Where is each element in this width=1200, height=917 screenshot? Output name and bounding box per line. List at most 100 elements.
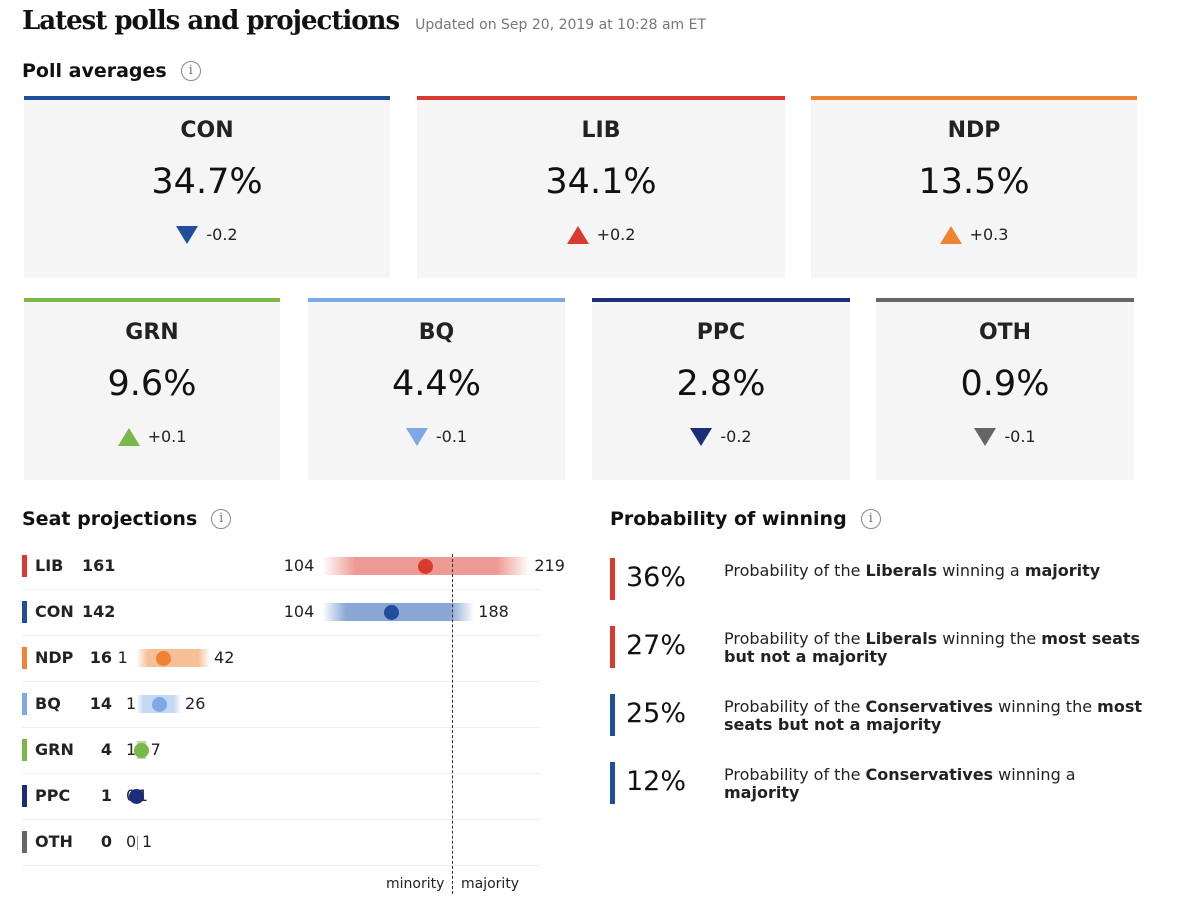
description-text: Probability of the: [724, 629, 866, 648]
header: Latest polls and projections Updated on …: [22, 6, 706, 36]
probability-color-bar: [610, 694, 615, 736]
change-value: +0.1: [147, 427, 187, 446]
seat-count: 142: [82, 602, 116, 621]
probability-color-bar: [610, 762, 615, 804]
triangle-up-icon: [117, 427, 140, 446]
seat-count: 14: [89, 694, 112, 713]
seat-count: 16: [89, 648, 112, 667]
poll-card-con: CON 34.7% -0.2: [24, 96, 390, 278]
seat-projection-dot: [155, 651, 171, 666]
range-low-label: 0: [126, 832, 137, 851]
range-high-label: 7: [150, 740, 161, 759]
description-text: Probability of the: [724, 561, 866, 580]
triangle-down-icon: [974, 427, 997, 446]
majority-threshold-line: [452, 554, 453, 894]
range-low-label: 1: [126, 694, 137, 713]
probability-row: 12% Probability of the Conservatives winn…: [610, 762, 1170, 806]
probability-description: Probability of the Conservatives winning…: [724, 766, 1144, 802]
poll-card-ndp: NDP 13.5% +0.3: [811, 96, 1137, 278]
party-color-bar: [811, 96, 1137, 100]
description-text: Probability of the: [724, 765, 866, 784]
party-swatch: [22, 555, 27, 577]
seat-projections-title: Seat projections i: [22, 508, 232, 530]
party-name: BQ: [418, 320, 455, 345]
probability-description: Probability of the Liberals winning a ma…: [724, 562, 1144, 580]
probability-description: Probability of the Conservatives winning…: [724, 698, 1144, 734]
majority-label: majority: [461, 876, 520, 892]
party-color-bar: [24, 298, 280, 302]
seat-projection-dot: [384, 605, 400, 620]
seat-row-grn: GRN 4 1 7: [22, 728, 540, 774]
party-color-bar: [24, 96, 390, 100]
party-name: CON: [180, 118, 234, 143]
party-swatch: [22, 739, 27, 761]
info-icon[interactable]: i: [180, 61, 201, 81]
poll-change: -0.2: [592, 427, 850, 446]
range-high-label: 42: [214, 648, 235, 667]
poll-percentage: 4.4%: [392, 364, 481, 404]
info-icon[interactable]: i: [860, 509, 881, 529]
seat-projection-dot: [418, 559, 434, 574]
seat-row-con: CON 142 104 188: [22, 590, 540, 636]
poll-change: -0.2: [24, 225, 390, 244]
party-swatch: [22, 601, 27, 623]
emphasis-text: Liberals: [865, 561, 938, 580]
party-name: CON: [35, 602, 74, 621]
party-color-bar: [417, 96, 785, 100]
probability-title: Probability of winning i: [610, 508, 881, 530]
updated-timestamp: Updated on Sep 20, 2019 at 10:28 am ET: [415, 17, 707, 33]
range-low-label: 1: [126, 740, 137, 759]
emphasis-text: Conservatives: [865, 697, 994, 716]
seat-count: 4: [100, 740, 112, 759]
party-name: GRN: [35, 740, 74, 759]
poll-percentage: 13.5%: [918, 162, 1030, 202]
emphasis-text: most seats but not a majority: [724, 697, 1142, 734]
poll-percentage: 34.1%: [545, 162, 657, 202]
range-high-label: 188: [478, 602, 509, 621]
party-color-bar: [592, 298, 850, 302]
probability-value: 25%: [626, 698, 687, 729]
party-name: BQ: [35, 694, 61, 713]
poll-percentage: 2.8%: [676, 364, 766, 404]
party-name: LIB: [35, 556, 64, 575]
probability-label: Probability of winning: [610, 508, 847, 530]
party-name: GRN: [125, 320, 179, 345]
poll-percentage: 9.6%: [107, 364, 197, 404]
party-name: OTH: [978, 320, 1032, 345]
change-value: -0.2: [720, 427, 752, 446]
triangle-down-icon: [405, 427, 428, 446]
party-swatch: [22, 647, 27, 669]
probability-value: 12%: [626, 766, 687, 797]
triangle-up-icon: [939, 225, 962, 244]
poll-percentage: 34.7%: [151, 162, 263, 202]
change-value: -0.1: [1004, 427, 1036, 446]
probability-color-bar: [610, 626, 615, 668]
seat-projection-tick: [137, 836, 138, 850]
emphasis-text: majority: [1024, 561, 1101, 580]
party-swatch: [22, 831, 27, 853]
range-low-label: 104: [283, 556, 315, 575]
poll-card-ppc: PPC 2.8% -0.2: [592, 298, 850, 480]
range-high-label: 219: [534, 556, 565, 575]
seat-projections-label: Seat projections: [22, 508, 198, 530]
emphasis-text: majority: [724, 783, 800, 802]
seat-row-ppc: PPC101: [22, 774, 540, 820]
triangle-down-icon: [690, 427, 713, 446]
page-title: Latest polls and projections: [22, 6, 400, 36]
party-swatch: [22, 693, 27, 715]
party-swatch: [22, 785, 27, 807]
change-value: -0.1: [435, 427, 468, 446]
change-value: +0.2: [596, 225, 636, 244]
range-low-label: 104: [283, 602, 315, 621]
description-text: Probability of the: [724, 697, 866, 716]
probability-row: 27% Probability of the Liberals winning t…: [610, 626, 1170, 670]
party-name: PPC: [35, 786, 71, 805]
triangle-up-icon: [566, 225, 589, 244]
poll-averages-label: Poll averages: [22, 60, 167, 82]
party-name: OTH: [35, 832, 73, 851]
poll-card-grn: GRN 9.6% +0.1: [24, 298, 280, 480]
info-icon[interactable]: i: [211, 509, 232, 529]
description-text: winning the: [937, 629, 1042, 648]
party-color-bar: [308, 298, 565, 302]
change-value: +0.3: [969, 225, 1009, 244]
